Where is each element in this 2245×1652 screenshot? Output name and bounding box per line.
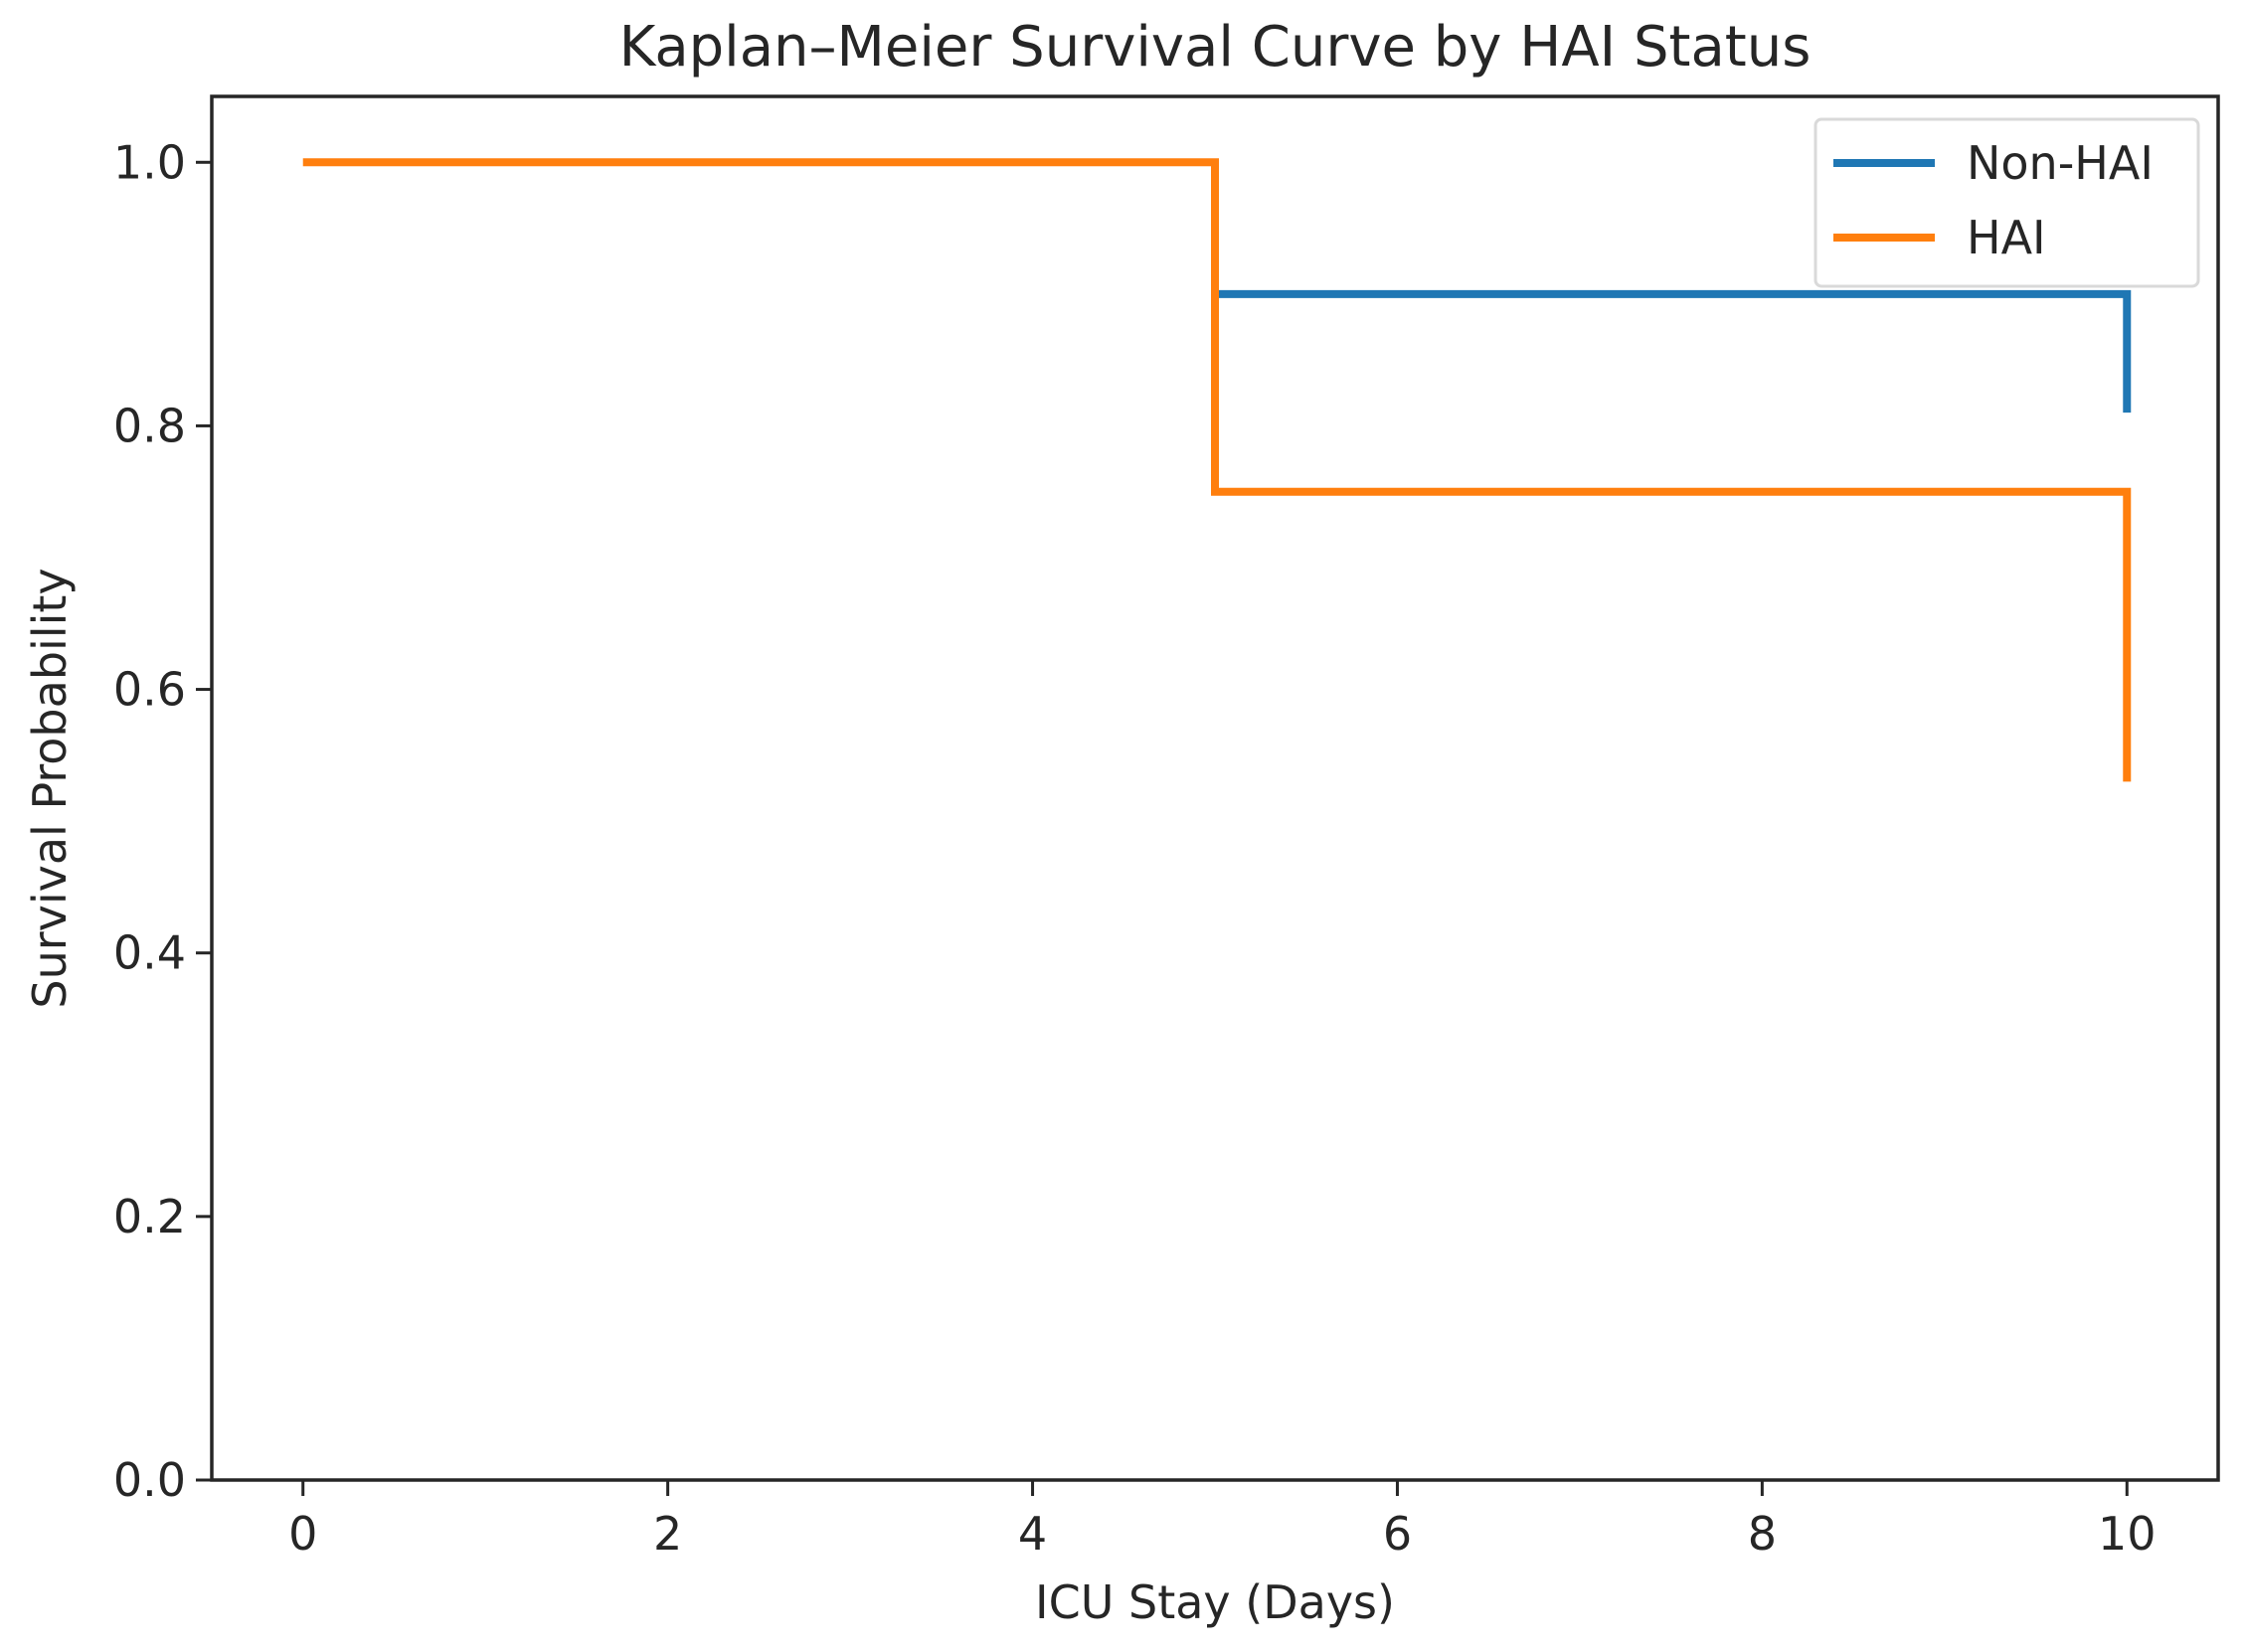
- y-axis: 0.0 0.2 0.4 0.6 0.8 1.0: [113, 135, 212, 1507]
- series-line-hai: [302, 158, 2132, 782]
- legend-label-hai: HAI: [1967, 211, 2046, 264]
- y-tick-label: 0.2: [113, 1190, 186, 1243]
- x-axis: 0 2 4 6 8 10: [288, 1480, 2157, 1561]
- y-tick-label: 0.6: [113, 663, 186, 717]
- y-tick-label: 1.0: [113, 135, 186, 189]
- x-axis-label: ICU Stay (Days): [1035, 1575, 1395, 1629]
- x-tick-label: 2: [653, 1507, 682, 1561]
- y-tick-label: 0.8: [113, 399, 186, 452]
- y-tick-label: 0.0: [113, 1453, 186, 1507]
- x-tick-label: 0: [288, 1507, 317, 1561]
- legend: Non-HAI HAI: [1813, 117, 2200, 288]
- y-axis-label: Survival Probability: [23, 568, 77, 1008]
- x-tick-label: 4: [1018, 1507, 1047, 1561]
- legend-label-non-hai: Non-HAI: [1967, 136, 2154, 190]
- series-line-non-hai: [1215, 289, 2132, 413]
- chart-title: Kaplan–Meier Survival Curve by HAI Statu…: [619, 15, 1812, 80]
- y-tick-label: 0.4: [113, 926, 186, 980]
- x-tick-label: 8: [1748, 1507, 1777, 1561]
- x-tick-label: 10: [2098, 1507, 2157, 1561]
- axes-frame: [210, 94, 2220, 1482]
- series-layer: [302, 158, 2132, 782]
- x-tick-label: 6: [1383, 1507, 1412, 1561]
